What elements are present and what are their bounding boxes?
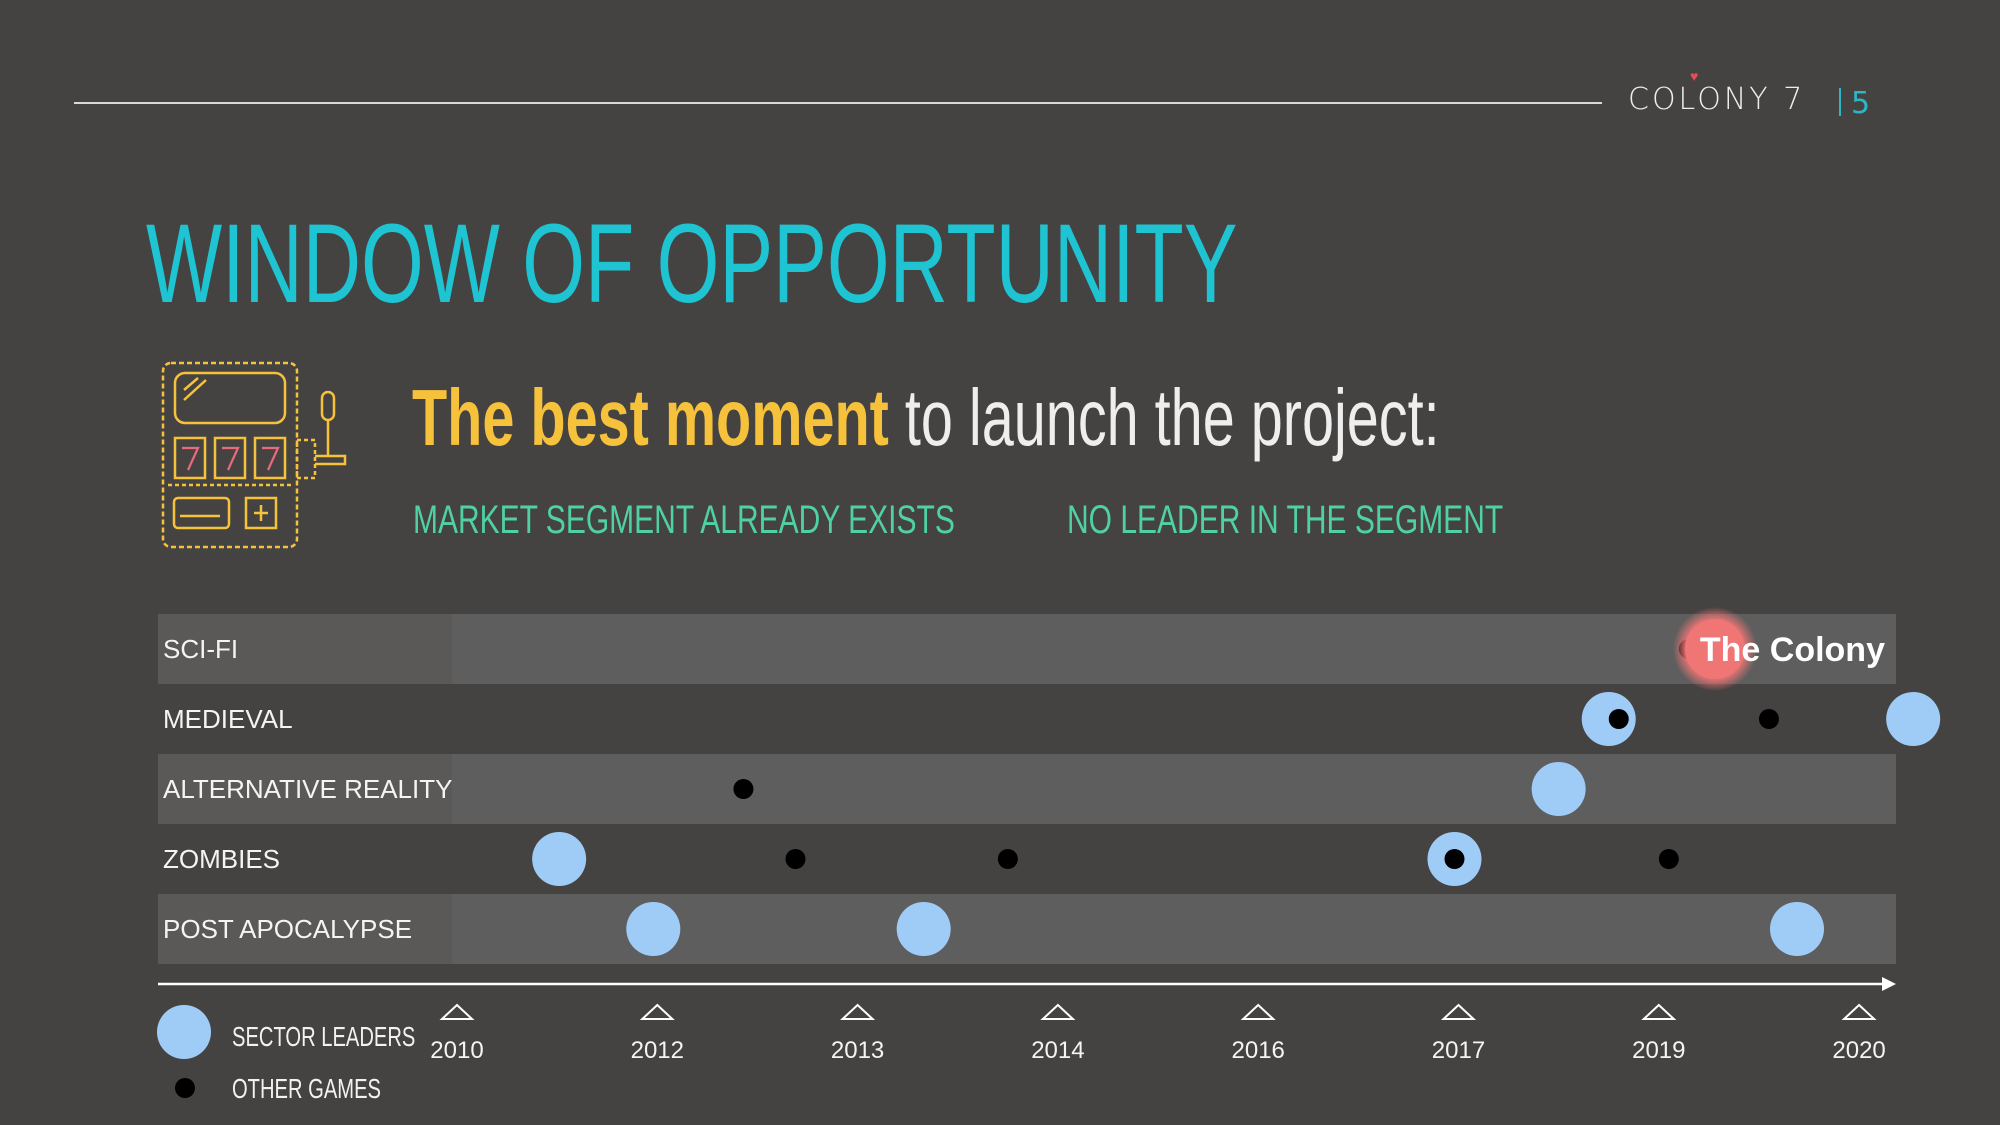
other-game-point	[1444, 849, 1465, 869]
page-number-separator	[1839, 88, 1841, 116]
row-band	[452, 754, 1896, 824]
header-divider	[74, 102, 1602, 104]
tick-label: 2020	[1832, 1037, 1885, 1064]
brand-logo: COLONY 7 ♥	[1628, 69, 1806, 117]
tick-label: 2016	[1232, 1037, 1285, 1064]
legend-leaders-label: SECTOR LEADERS	[232, 1021, 416, 1052]
other-game-point	[997, 849, 1018, 869]
tick-label: 2012	[631, 1037, 684, 1064]
row-band	[452, 894, 1896, 964]
legend-other-marker	[175, 1078, 195, 1098]
the-colony-label: The Colony	[1700, 631, 1885, 669]
axis-arrow-icon	[1882, 977, 1896, 991]
other-game-point	[1658, 849, 1679, 869]
sector-leader-point	[1531, 762, 1586, 816]
tick-marker-icon	[439, 1003, 475, 1020]
brand-name: COLONY 7	[1628, 82, 1806, 117]
subtitle-no-leader: NO LEADER IN THE SEGMENT	[1067, 498, 1504, 542]
subtitle-market-exists: MARKET SEGMENT ALREADY EXISTS	[413, 498, 955, 542]
sector-leader-point	[1886, 692, 1941, 746]
headline: The best moment to launch the project:	[412, 378, 1440, 458]
tick-marker-icon	[639, 1003, 675, 1020]
tick-label: 2017	[1432, 1037, 1485, 1064]
tick-marker-icon	[1240, 1003, 1276, 1020]
tick-marker-icon	[840, 1003, 876, 1020]
sector-leader-point	[896, 902, 951, 956]
slide-title: WINDOW OF OPPORTUNITY	[146, 201, 1238, 326]
tick-marker-icon	[1841, 1003, 1877, 1020]
tick-label: 2019	[1632, 1037, 1685, 1064]
legend-leader-marker	[157, 1005, 211, 1059]
page-number: 5	[1851, 86, 1871, 121]
sector-leader-point	[1770, 902, 1825, 956]
row-label-band	[158, 754, 452, 824]
row-label: ZOMBIES	[163, 844, 280, 874]
slot-machine-icon	[161, 361, 347, 549]
sector-leader-point	[1581, 692, 1636, 746]
tick-marker-icon	[1641, 1003, 1677, 1020]
tick-marker-icon	[1440, 1003, 1477, 1020]
tick-label: 2010	[430, 1037, 483, 1064]
tick-label: 2013	[831, 1037, 884, 1064]
row-label: MEDIEVAL	[163, 704, 293, 734]
row-label: SCI-FI	[163, 634, 238, 664]
the-colony-point	[1684, 619, 1745, 679]
sector-leader-point	[532, 832, 587, 886]
tick-label: 2014	[1031, 1037, 1084, 1064]
other-game-point	[733, 779, 754, 799]
row-label-band	[158, 894, 452, 964]
other-game-point	[1608, 709, 1629, 729]
tick-marker-icon	[1040, 1003, 1076, 1020]
legend-others-label: OTHER GAMES	[232, 1073, 381, 1104]
heart-icon: ♥	[1690, 69, 1699, 85]
other-game-point	[785, 849, 806, 869]
other-game-point	[1758, 709, 1779, 729]
headline-highlight: The best moment	[412, 373, 889, 462]
row-band	[452, 614, 1896, 684]
row-label-band	[158, 614, 452, 684]
headline-rest: to launch the project:	[904, 373, 1440, 462]
sector-leader-point	[626, 902, 681, 956]
row-label: POST APOCALYPSE	[163, 914, 412, 944]
row-label: ALTERNATIVE REALITY	[163, 774, 452, 804]
